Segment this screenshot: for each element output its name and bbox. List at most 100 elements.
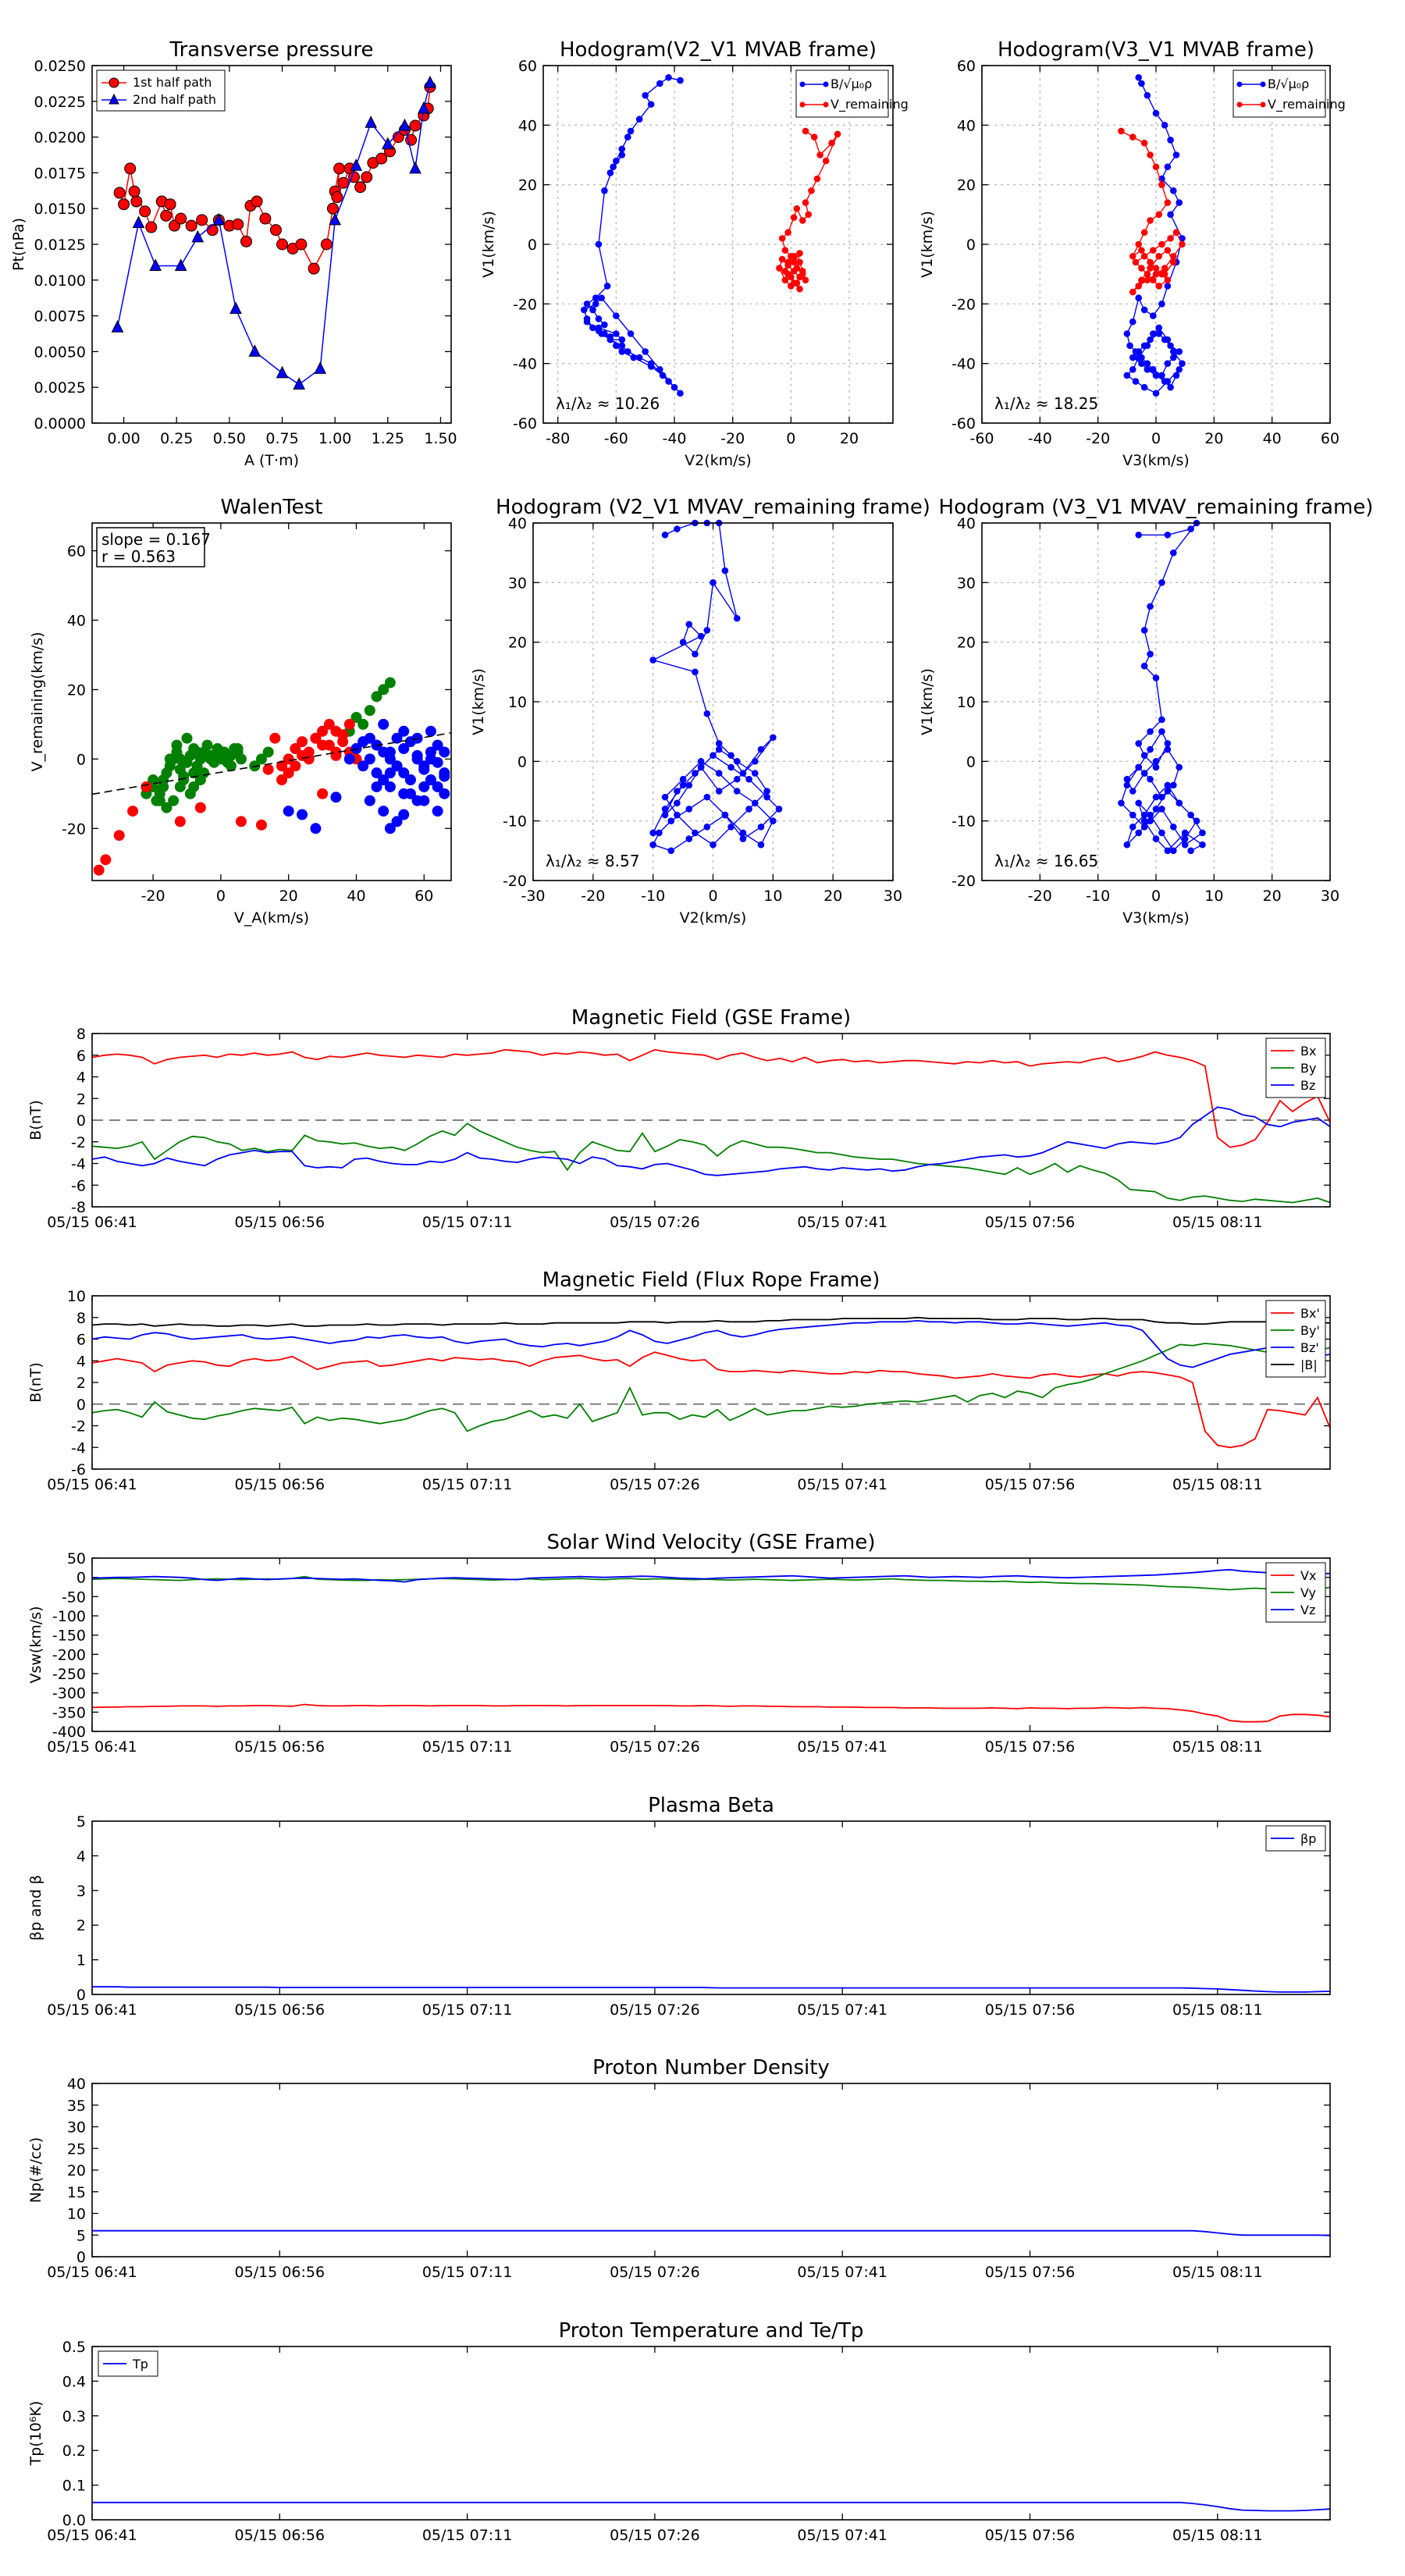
y-tick-label: 2: [76, 1917, 86, 1934]
data-point: [592, 301, 599, 308]
data-point: [770, 734, 777, 742]
x-tick-label: 0.00: [107, 430, 140, 447]
data-point: [1181, 829, 1189, 837]
data-point: [1152, 758, 1160, 765]
legend-label: Bz: [1300, 1078, 1315, 1093]
data-point: [647, 360, 655, 367]
data-point: [1140, 770, 1148, 777]
data-point: [685, 806, 693, 813]
data-point: [1140, 627, 1148, 634]
data-point: [1135, 283, 1142, 290]
y-tick-label: -2: [71, 1418, 86, 1436]
legend-box: [1232, 69, 1326, 118]
data-point: [384, 767, 396, 779]
data-point: [276, 774, 288, 786]
y-tick-label: 40: [957, 117, 976, 134]
x-tick-label: 05/15 07:26: [610, 2001, 700, 2019]
data-point: [751, 770, 759, 777]
data-point: [343, 753, 355, 765]
eigenvalue-ratio: λ₁/λ₂ ≈ 10.26: [556, 394, 660, 413]
data-point: [1172, 151, 1180, 158]
y-tick-label: -250: [52, 1666, 86, 1683]
data-point: [283, 753, 294, 765]
y-tick-label: 5: [76, 2227, 86, 2244]
legend-label: V_remaining: [831, 97, 909, 112]
y-tick-label: 20: [957, 177, 976, 194]
data-point: [778, 235, 786, 242]
data-point: [1167, 383, 1174, 391]
x-tick-label: 05/15 07:26: [610, 1476, 700, 1493]
data-point: [212, 212, 226, 226]
data-point: [1164, 781, 1172, 789]
data-point: [1147, 265, 1154, 272]
data-point: [1135, 763, 1142, 771]
data-point: [1152, 270, 1160, 278]
data-point: [398, 809, 410, 820]
data-point: [378, 774, 389, 786]
data-point: [1135, 740, 1142, 747]
data-point: [781, 276, 789, 284]
data-point: [188, 767, 200, 779]
legend-marker: [823, 101, 829, 108]
data-point: [796, 285, 803, 293]
data-point: [432, 739, 443, 751]
data-point: [1176, 348, 1183, 355]
data-point: [790, 258, 798, 266]
data-point: [1170, 781, 1177, 789]
data-point: [751, 799, 759, 807]
y-tick-label: 4: [76, 1848, 86, 1865]
y-tick-label: -200: [52, 1646, 86, 1663]
y-tick-label: 0: [966, 753, 976, 770]
data-point: [697, 758, 705, 765]
data-point: [595, 240, 603, 248]
legend-label: B/√μ₀ρ: [1268, 76, 1309, 91]
data-point: [130, 195, 143, 208]
legend-label: Bx: [1300, 1044, 1316, 1059]
x-tick-label: 05/15 06:41: [47, 2264, 137, 2281]
data-point: [583, 301, 591, 308]
data-point: [1158, 806, 1165, 813]
data-point: [1135, 799, 1142, 807]
data-point: [1132, 378, 1140, 385]
data-point: [354, 181, 367, 194]
data-point: [93, 864, 105, 876]
data-point: [1147, 650, 1154, 658]
y-tick-label: 3: [76, 1883, 86, 1900]
data-point: [124, 162, 137, 175]
x-tick-label: 05/15 08:11: [1172, 2001, 1263, 2019]
x-tick-label: -60: [604, 430, 628, 447]
y-axis-label: Np(#/cc): [27, 2137, 44, 2203]
data-point: [1129, 788, 1136, 795]
x-tick-label: 05/15 07:41: [797, 2527, 887, 2544]
data-point: [1164, 847, 1172, 855]
data-point: [276, 238, 289, 251]
y-tick-label: 4: [76, 1069, 86, 1087]
legend: 1st half path 2nd half path: [96, 69, 226, 112]
chart-title: Hodogram (V3_V1 MVAV_remaining frame): [939, 496, 1374, 519]
x-axis-label: V2(km/s): [685, 452, 752, 469]
data-point: [1152, 372, 1160, 379]
data-point: [330, 725, 342, 737]
data-point: [1167, 342, 1174, 350]
data-point: [139, 205, 151, 218]
y-tick-label: -20: [503, 873, 527, 890]
data-point: [194, 774, 206, 786]
data-point: [1129, 824, 1136, 831]
data-point: [661, 811, 669, 819]
data-point: [1149, 330, 1157, 337]
x-tick-label: 1.50: [424, 430, 457, 447]
y-tick-label: 30: [67, 2119, 86, 2137]
x-tick-label: 1.00: [318, 430, 351, 447]
data-point: [810, 133, 818, 141]
series-line: [1121, 130, 1183, 293]
data-point: [188, 781, 200, 792]
data-point: [191, 746, 203, 758]
data-point: [1149, 366, 1157, 373]
y-tick-label: 2: [76, 1375, 86, 1392]
eigenvalue-ratio: λ₁/λ₂ ≈ 8.57: [546, 852, 639, 870]
data-point: [715, 788, 723, 795]
data-point: [784, 258, 791, 266]
data-point: [1140, 252, 1148, 260]
data-point: [751, 758, 759, 765]
data-point: [1164, 360, 1172, 367]
